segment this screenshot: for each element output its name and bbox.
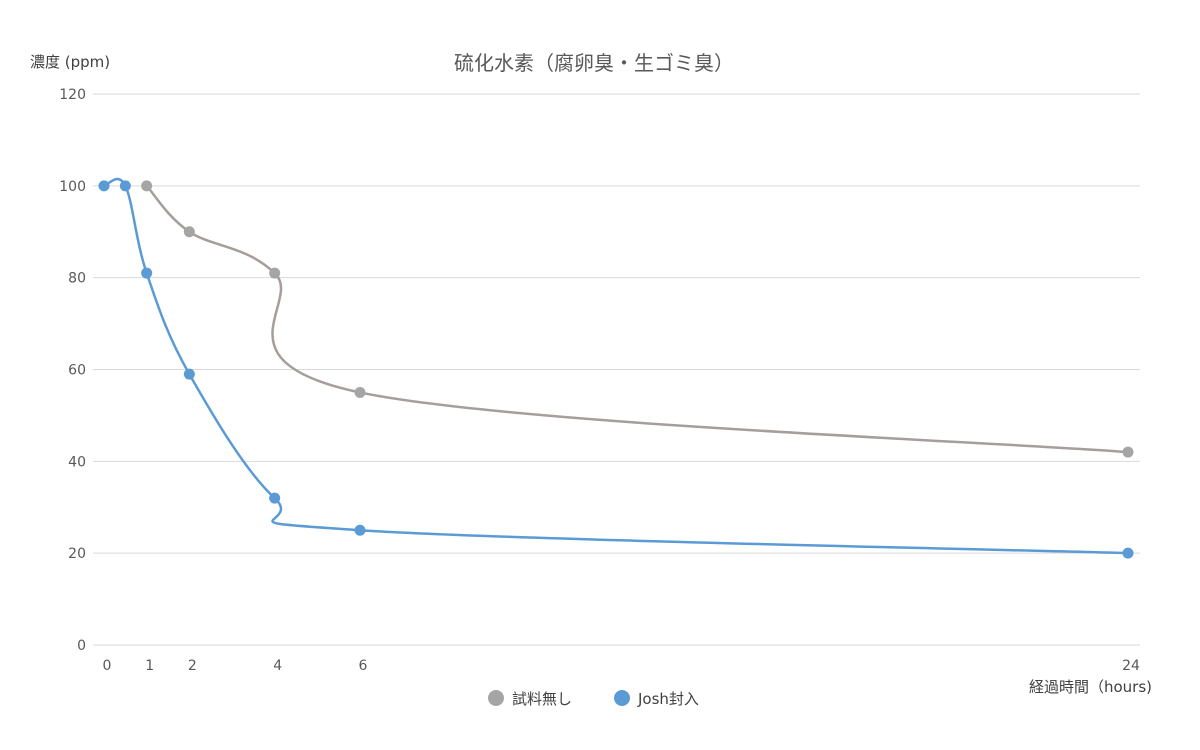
series-lines bbox=[103, 177, 1129, 555]
legend-marker bbox=[614, 690, 630, 706]
series-line-1 bbox=[103, 177, 1129, 555]
x-axis-ticks: 0 1 2 4 6 24 bbox=[103, 658, 1140, 674]
data-point bbox=[1122, 547, 1134, 559]
data-point bbox=[269, 492, 281, 504]
data-point bbox=[354, 386, 366, 398]
legend-marker bbox=[488, 690, 504, 706]
y-tick-label: 0 bbox=[77, 638, 86, 654]
data-point bbox=[354, 524, 366, 536]
y-tick-label: 40 bbox=[68, 454, 86, 470]
x-tick-label: 1 bbox=[145, 658, 154, 674]
series-line-0 bbox=[145, 184, 1129, 454]
y-axis-title: 濃度 (ppm) bbox=[30, 53, 110, 71]
x-tick-label: 2 bbox=[188, 658, 197, 674]
data-point bbox=[183, 368, 195, 380]
legend-label: Josh封入 bbox=[637, 690, 699, 708]
chart-title: 硫化水素（腐卵臭・生ゴミ臭） bbox=[454, 51, 734, 75]
data-point bbox=[141, 267, 153, 279]
y-axis-ticks: 0 20 40 60 80 100 120 bbox=[59, 87, 86, 654]
series-points bbox=[98, 180, 1134, 559]
legend: 試料無し Josh封入 bbox=[488, 690, 699, 708]
data-point bbox=[183, 226, 195, 238]
legend-label: 試料無し bbox=[512, 690, 572, 708]
y-tick-label: 120 bbox=[59, 87, 86, 103]
y-tick-label: 20 bbox=[68, 546, 86, 562]
data-point bbox=[1122, 446, 1134, 458]
x-tick-label: 6 bbox=[359, 658, 368, 674]
data-point bbox=[141, 180, 153, 192]
data-point bbox=[119, 180, 131, 192]
grid-lines bbox=[93, 93, 1140, 646]
data-point bbox=[98, 180, 110, 192]
x-tick-label: 24 bbox=[1122, 658, 1140, 674]
x-axis-title: 経過時間（hours) bbox=[1029, 678, 1152, 696]
data-point bbox=[269, 267, 281, 279]
y-tick-label: 100 bbox=[59, 179, 86, 195]
y-tick-label: 60 bbox=[68, 363, 86, 379]
y-tick-label: 80 bbox=[68, 271, 86, 287]
x-tick-label: 4 bbox=[273, 658, 282, 674]
x-tick-label: 0 bbox=[103, 658, 112, 674]
